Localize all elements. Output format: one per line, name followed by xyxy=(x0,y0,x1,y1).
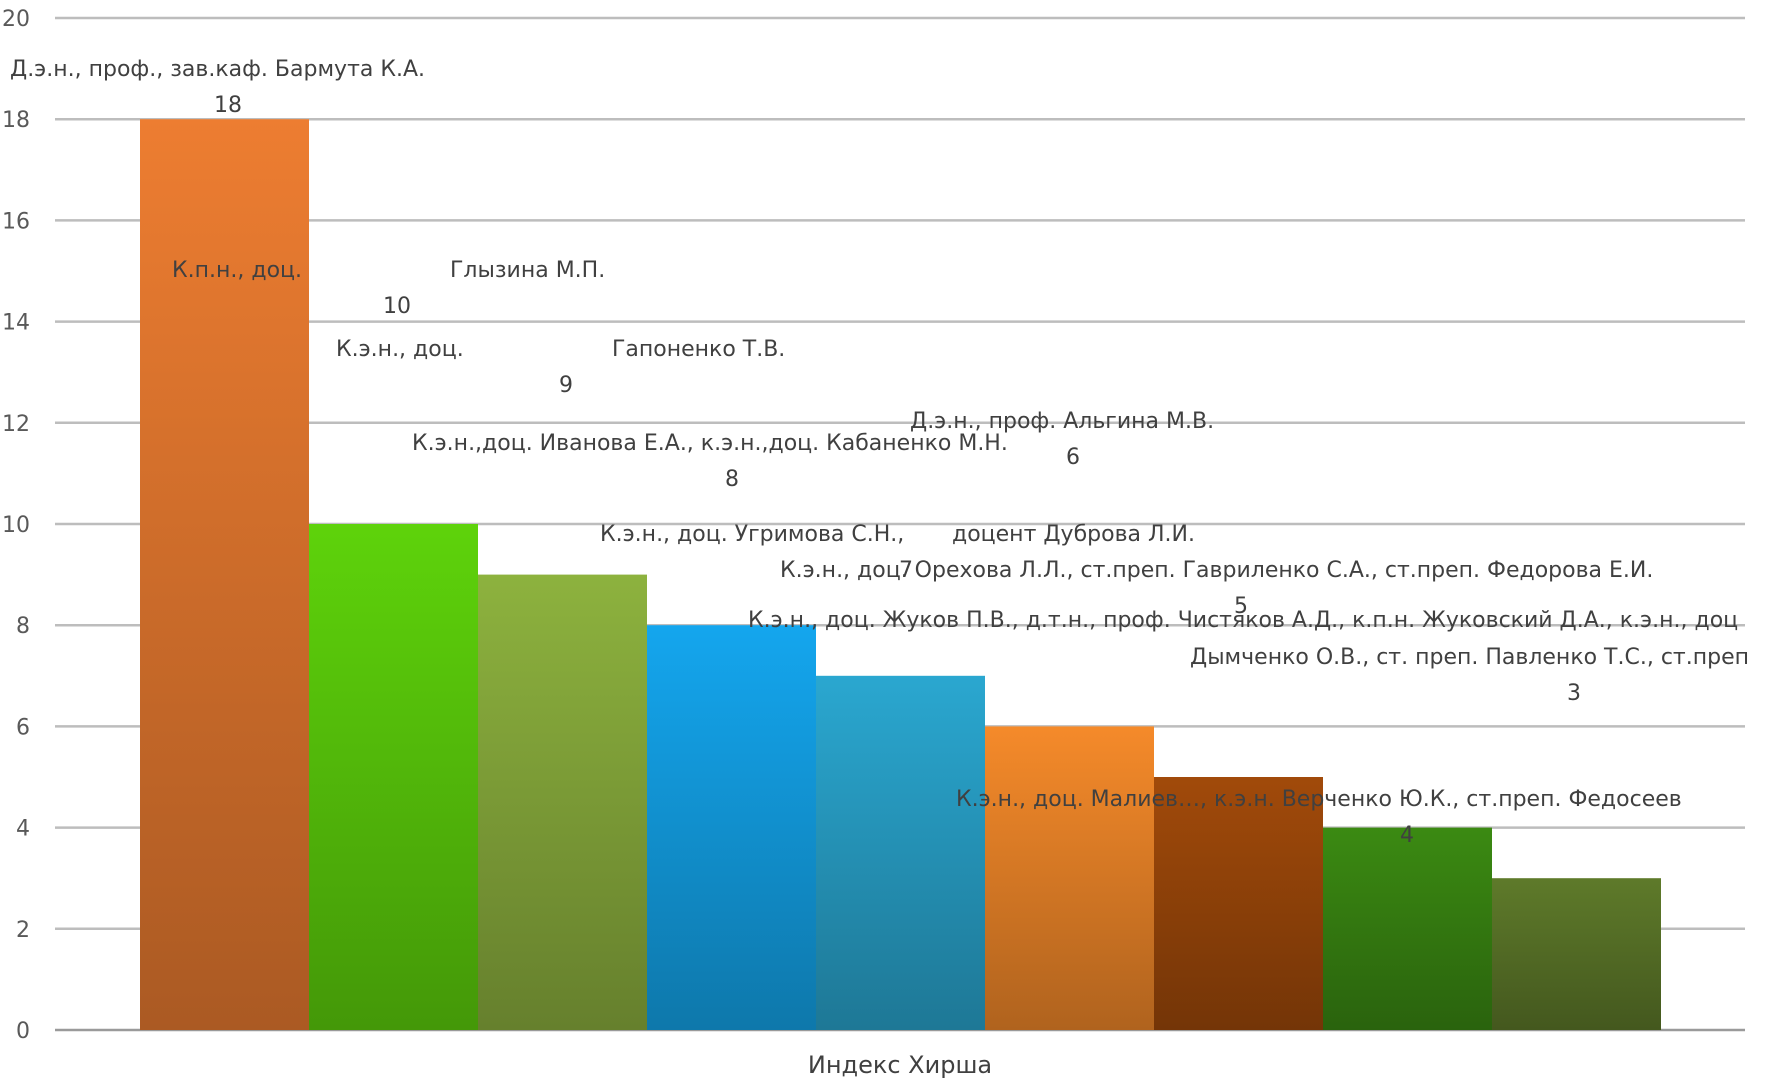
bar-value-label: 4 xyxy=(1400,823,1414,848)
y-tick-label: 16 xyxy=(2,209,30,234)
bar xyxy=(309,524,478,1030)
bar-labels: Д.э.н., проф., зав.каф. Бармута К.А. 18 К.… xyxy=(10,57,1749,848)
bar xyxy=(1492,878,1661,1030)
bar xyxy=(1154,777,1323,1030)
bar-value-label: 6 xyxy=(1066,445,1080,470)
y-tick-label: 4 xyxy=(16,817,30,842)
y-tick-label: 2 xyxy=(16,918,30,943)
bar-value-label: 7 xyxy=(899,558,913,583)
y-tick-label: 14 xyxy=(2,311,30,336)
bar xyxy=(478,574,647,1030)
bar-value-label: 18 xyxy=(214,93,242,118)
bars xyxy=(140,119,1661,1030)
y-tick-label: 8 xyxy=(16,614,30,639)
bar-name-label: К.э.н., доц. Угримова С.Н., xyxy=(600,522,904,547)
bar-name-label: доцент Дуброва Л.И. xyxy=(952,522,1195,547)
bar-name-label: Д.э.н., проф. Альгина М.В. xyxy=(910,409,1214,434)
bar-value-label: 8 xyxy=(725,467,739,492)
bar-name-label: Гапоненко Т.В. xyxy=(612,337,785,362)
bar xyxy=(985,726,1154,1030)
bar-name-label: Д.э.н., проф., зав.каф. Бармута К.А. xyxy=(10,57,425,82)
bar-name-label: К.э.н., доц. Жуков П.В., д.т.н., проф. Ч… xyxy=(748,608,1738,633)
bar-name-label: К.э.н., доц. Орехова Л.Л., ст.преп. Гавр… xyxy=(780,558,1653,583)
y-tick-label: 18 xyxy=(2,108,30,133)
bar xyxy=(816,675,985,1030)
y-tick-label: 6 xyxy=(16,715,30,740)
bar xyxy=(647,625,816,1030)
bar-name-label: К.п.н., доц. xyxy=(172,258,302,283)
bar-value-label: 10 xyxy=(383,294,411,319)
x-axis-label: Индекс Хирша xyxy=(808,1051,992,1078)
bar-name-label: Глызина М.П. xyxy=(450,258,605,283)
bar-value-label: 9 xyxy=(559,373,573,398)
bar-value-label: 5 xyxy=(1234,594,1248,619)
y-tick-label: 10 xyxy=(2,513,30,538)
bar xyxy=(140,119,309,1030)
y-tick-label: 0 xyxy=(16,1019,30,1044)
bar-value-label: 3 xyxy=(1567,681,1581,706)
y-tick-label: 20 xyxy=(2,7,30,32)
y-axis-ticks: 0 2 4 6 8 10 12 14 16 18 20 xyxy=(2,7,30,1044)
y-tick-label: 12 xyxy=(2,412,30,437)
bar-name-label: Дымченко О.В., ст. преп. Павленко Т.С., … xyxy=(1190,645,1749,670)
bar xyxy=(1323,827,1492,1030)
bar-name-label: К.э.н., доц. xyxy=(336,337,464,362)
bar-name-label: К.э.н.,доц. Иванова Е.А., к.э.н.,доц. Ка… xyxy=(412,431,1008,456)
bar-name-label: К.э.н., доц. Малиев…, к.э.н. Верченко Ю.… xyxy=(956,787,1682,812)
